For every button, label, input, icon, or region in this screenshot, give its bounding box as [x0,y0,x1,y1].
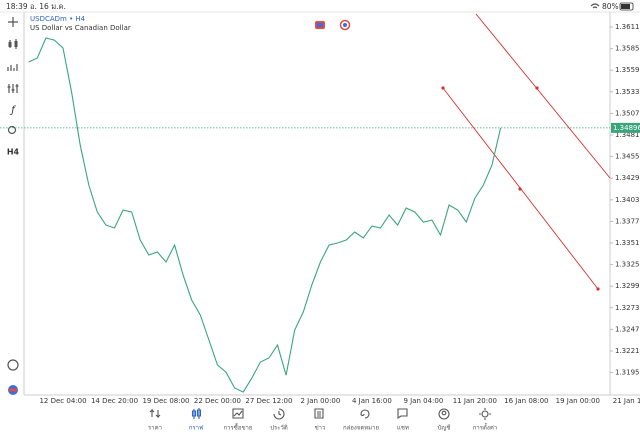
y-tick-label: 1.33510 [615,239,640,247]
status-time: 18:39 [6,2,28,11]
wifi-icon [590,3,600,9]
indicators-tool[interactable] [7,84,19,93]
x-tick-label: 22 Dec 00:00 [194,397,241,405]
nav-icon[interactable] [191,408,202,419]
one-click-button[interactable] [339,19,351,31]
broker-logo-band [9,388,17,392]
price-line [28,37,502,393]
chart-subtitle: US Dollar vs Canadian Dollar [30,24,131,32]
nav-icon[interactable] [273,408,285,420]
bottom-nav: ราคา กราฟ การซื้อขาย ประวัติ ข่าว กล่องจดหมาย… [148,408,497,432]
x-tick-label: 4 Jan 16:00 [352,397,392,405]
nav-icon[interactable] [360,409,370,419]
nav-label[interactable]: การซื้อขาย [224,422,253,432]
x-tick-label: 2 Jan 00:00 [300,397,340,405]
x-tick-label: 9 Jan 04:00 [403,397,443,405]
plot: 1.36110 1.35850 1.35590 1.35330 1.35070 1.348… [0,23,640,405]
x-tick-label: 27 Dec 12:00 [245,397,292,405]
nav-icon[interactable] [397,408,408,420]
x-tick-label: 19 Dec 08:00 [142,397,189,405]
trend-handle[interactable] [596,287,600,291]
function-icon[interactable]: ƒ [9,105,16,116]
battery-level [621,4,630,9]
y-tick-label: 1.34810 [615,131,640,139]
y-tick-label: 1.31950 [615,369,640,377]
y-tick-label: 1.34030 [615,196,640,204]
nav-label[interactable]: ราคา [148,425,162,432]
nav-icon[interactable] [479,408,491,420]
y-tick-label: 1.33250 [615,261,640,269]
trend-handle[interactable] [441,86,445,90]
trend-handle[interactable] [518,187,522,191]
y-tick-label: 1.32730 [615,304,640,312]
x-tick-label: 21 Jan 16 [613,397,640,405]
nav-label[interactable]: การตั้งค่า [473,422,497,432]
y-tick-label: 1.33770 [615,217,640,225]
nav-label[interactable]: บัญชี [438,424,451,432]
nav-label[interactable]: แชท [397,425,409,432]
left-toolbar: ƒ H4 [7,17,20,395]
y-tick-label: 1.36110 [615,23,640,31]
one-click-inner [343,23,347,27]
y-tick-label: 1.32210 [615,347,640,355]
nav-icon[interactable] [438,408,450,420]
current-price-box [611,122,640,133]
crosshair-tool[interactable] [8,17,18,27]
y-tick-label: 1.35330 [615,88,640,96]
current-price-label: 1.34896 [613,124,640,132]
y-tick-label: 1.32990 [615,282,640,290]
nav-label[interactable]: ข่าว [315,425,326,432]
x-tick-label: 14 Dec 20:00 [91,397,138,405]
y-tick-label: 1.35590 [615,66,640,74]
x-tick-label: 12 Dec 04:00 [39,397,86,405]
trade-button-inner [317,23,323,27]
nav-label[interactable]: กล่องจดหมาย [343,425,379,432]
y-tick-label: 1.34550 [615,153,640,161]
y-tick-label: 1.35070 [615,109,640,117]
nav-label[interactable]: กราฟ [189,425,203,432]
battery-icon [619,2,634,11]
status-date: อ. 16 ม.ค. [30,2,66,11]
x-tick-label: 11 Jan 20:00 [453,397,497,405]
chart-type-candle [14,41,18,47]
objects-tool[interactable] [7,125,17,135]
chart-type-candle [8,42,12,47]
x-tick-label: 19 Jan 00:00 [556,397,600,405]
nav-icon[interactable] [232,408,244,419]
volume-tool[interactable] [7,64,18,71]
y-tick-label: 1.32470 [615,325,640,333]
signal-tool[interactable] [7,359,19,371]
trend-line[interactable] [475,13,611,179]
x-tick-label: 16 Jan 08:00 [504,397,548,405]
chart-title: USDCADm • H4 [30,15,86,23]
nav-label[interactable]: ประวัติ [270,425,288,432]
y-tick-label: 1.34290 [615,174,640,182]
y-tick-label: 1.35850 [615,45,640,53]
status-battery: 80% [602,2,619,11]
nav-icon[interactable] [314,408,324,419]
nav-icon[interactable] [149,408,161,419]
trend-handle[interactable] [535,86,539,90]
timeframe-button[interactable]: H4 [7,148,20,157]
